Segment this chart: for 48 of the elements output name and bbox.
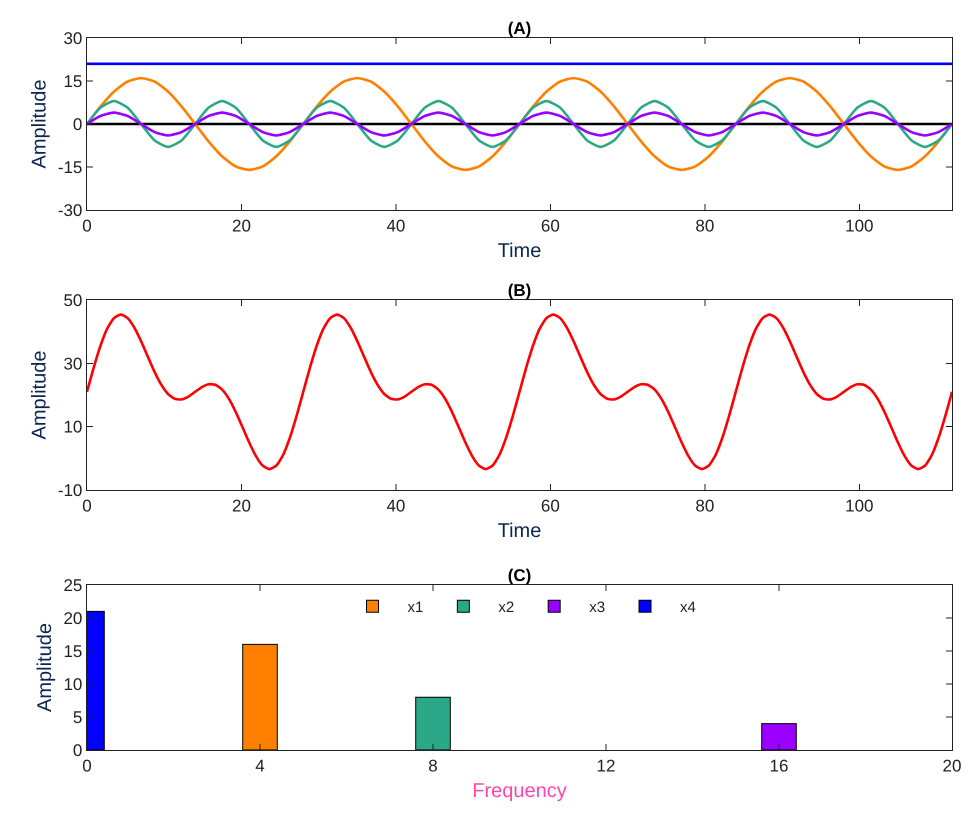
y-tick-label: -15	[58, 158, 82, 177]
chart-title: (A)	[508, 19, 532, 38]
x-axis-title: Frequency	[472, 780, 567, 802]
x-axis-title: Time	[498, 240, 542, 262]
x-tick-label: 20	[232, 216, 251, 236]
legend-label: x1	[408, 599, 424, 616]
x-tick-label: 20	[942, 756, 962, 776]
y-tick-label: 10	[63, 674, 82, 694]
x-tick-label: 8	[428, 756, 438, 776]
x-tick-label: 40	[386, 216, 406, 236]
chart-title: (C)	[508, 566, 532, 585]
y-tick-label: 15	[63, 642, 82, 661]
bar	[761, 723, 797, 750]
y-tick-label: -10	[58, 480, 82, 500]
chart-title: (B)	[508, 281, 532, 300]
x-tick-label: 60	[540, 496, 560, 516]
x-tick-label: 80	[695, 216, 714, 236]
y-tick-label: 20	[63, 608, 82, 628]
x-tick-label: 100	[845, 216, 874, 236]
y-tick-label: 25	[63, 576, 82, 595]
bar	[242, 644, 278, 750]
y-tick-label: 30	[63, 354, 82, 374]
y-tick-label: 0	[72, 740, 82, 760]
x-tick-label: 20	[232, 496, 251, 516]
y-tick-label: 30	[63, 28, 82, 48]
y-axis-title: Amplitude	[28, 350, 50, 440]
y-tick-label: 5	[72, 708, 82, 727]
y-axis-title: Amplitude	[28, 80, 50, 168]
bar	[415, 696, 451, 750]
legend-label: x2	[498, 599, 514, 616]
x-tick-label: 60	[540, 216, 560, 236]
legend-label: x4	[680, 599, 696, 616]
y-tick-label: 0	[72, 114, 82, 134]
y-axis-title: Amplitude	[34, 623, 56, 712]
x-axis-title: Time	[498, 520, 542, 542]
x-tick-label: 100	[845, 496, 874, 516]
x-tick-label: 16	[770, 756, 788, 776]
x-tick-label: 80	[695, 496, 714, 516]
line-series	[87, 111, 952, 137]
y-tick-label: 50	[63, 290, 82, 310]
x-tick-label: 4	[255, 756, 265, 776]
y-tick-label: -30	[58, 200, 82, 220]
x-tick-label: 40	[386, 496, 406, 516]
legend-label: x3	[589, 599, 606, 616]
x-tick-label: 12	[596, 756, 616, 776]
line-series	[87, 313, 952, 470]
y-tick-label: 10	[63, 418, 82, 437]
y-tick-label: 15	[63, 72, 82, 91]
